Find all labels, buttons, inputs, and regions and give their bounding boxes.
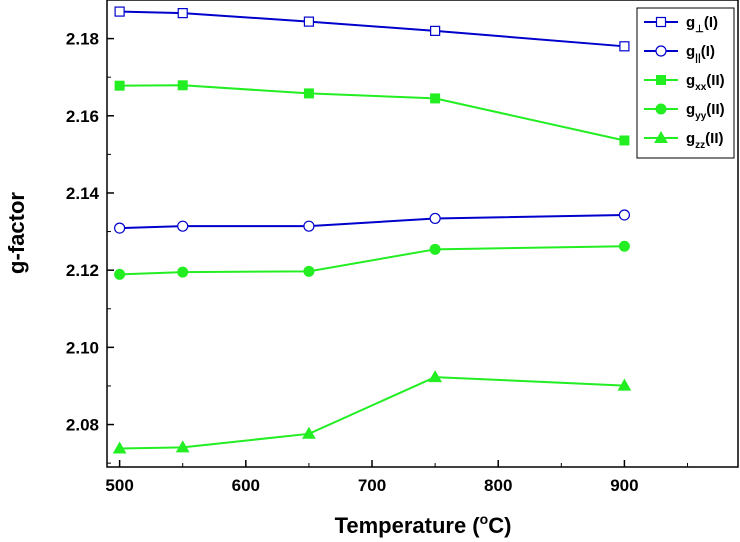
x-tick-label: 600 bbox=[232, 476, 260, 495]
data-point bbox=[617, 378, 632, 391]
x-tick-label: 800 bbox=[484, 476, 512, 495]
legend-label: gxx(II) bbox=[686, 72, 725, 93]
x-tick-label: 900 bbox=[610, 476, 638, 495]
series-line bbox=[119, 213, 625, 230]
data-point bbox=[175, 440, 190, 453]
series-line bbox=[119, 84, 625, 142]
legend-label: g⊥(I) bbox=[686, 14, 718, 35]
x-axis-title-degree: o bbox=[480, 511, 489, 527]
legend-marker bbox=[655, 16, 667, 28]
data-point bbox=[114, 6, 125, 17]
legend: g⊥(I) g||(I) gxx(II) gyy(II) gzz(II) bbox=[636, 7, 735, 159]
data-point bbox=[429, 243, 441, 255]
legend-box bbox=[636, 7, 735, 159]
legend-item-1: g⊥(I) bbox=[644, 14, 718, 35]
legend-marker bbox=[655, 45, 667, 57]
data-point bbox=[112, 441, 127, 454]
legend-item-4: gyy(II) bbox=[644, 101, 725, 122]
data-point bbox=[430, 25, 441, 36]
data-point bbox=[177, 80, 188, 91]
data-point bbox=[177, 220, 189, 232]
legend-item-5: gzz(II) bbox=[644, 130, 724, 151]
series-4 bbox=[114, 240, 630, 280]
legend-label: gyy(II) bbox=[686, 101, 725, 122]
data-point bbox=[619, 41, 630, 52]
data-point bbox=[303, 265, 315, 277]
y-tick-label: 2.14 bbox=[66, 184, 100, 203]
y-tick-label: 2.08 bbox=[66, 416, 99, 435]
series-3 bbox=[114, 80, 630, 146]
data-point bbox=[428, 370, 442, 383]
data-point bbox=[303, 88, 314, 99]
data-point bbox=[303, 16, 315, 27]
legend-marker bbox=[654, 130, 668, 143]
data-point bbox=[302, 426, 316, 439]
data-point bbox=[177, 8, 188, 19]
series-line bbox=[119, 10, 625, 48]
plot-frame bbox=[106, 0, 739, 468]
data-point bbox=[177, 266, 189, 278]
y-tick-label: 2.16 bbox=[66, 107, 99, 126]
y-tick-label: 2.12 bbox=[66, 261, 99, 280]
x-axis-title: Temperature (oC) bbox=[335, 511, 512, 538]
series-layer bbox=[112, 6, 632, 454]
legend-marker bbox=[656, 75, 666, 85]
data-point bbox=[114, 268, 126, 280]
legend-item-2: g||(I) bbox=[644, 43, 715, 64]
x-axis-title-main: Temperature ( bbox=[335, 513, 481, 538]
data-point bbox=[618, 240, 630, 252]
data-point bbox=[429, 212, 441, 225]
series-2 bbox=[114, 209, 631, 234]
x-axis-title-rest: C) bbox=[488, 513, 511, 538]
data-point bbox=[114, 222, 126, 234]
legend-label: g||(I) bbox=[686, 43, 715, 64]
data-point bbox=[619, 135, 630, 146]
legend-label: gzz(II) bbox=[686, 130, 724, 151]
data-point bbox=[618, 209, 631, 221]
data-point bbox=[114, 80, 125, 91]
series-1 bbox=[114, 6, 630, 52]
legend-marker bbox=[655, 103, 667, 115]
data-point bbox=[303, 220, 315, 232]
x-tick-label: 700 bbox=[358, 476, 386, 495]
series-5 bbox=[112, 370, 632, 454]
series-line bbox=[119, 376, 625, 450]
legend-item-3: gxx(II) bbox=[644, 72, 725, 93]
x-tick-label: 500 bbox=[105, 476, 133, 495]
y-axis-title: g-factor bbox=[4, 192, 29, 274]
data-point bbox=[430, 93, 441, 104]
axis-ticks: 500 600 700 800 900 2.08 2.10 2.12 2.14 2.16 2.18 bbox=[66, 30, 689, 495]
y-tick-label: 2.18 bbox=[66, 30, 99, 49]
series-line bbox=[119, 245, 625, 276]
y-tick-label: 2.10 bbox=[66, 338, 99, 357]
